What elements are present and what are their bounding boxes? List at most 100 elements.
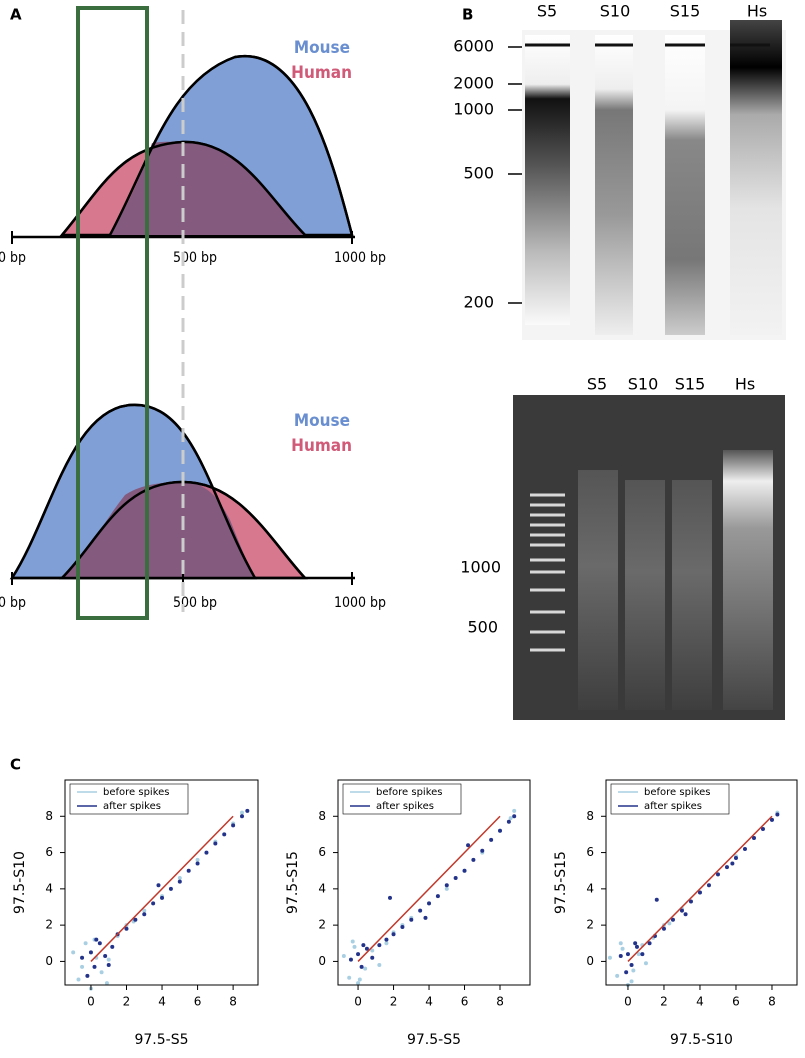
- point: [94, 937, 99, 942]
- legend-human: Human: [291, 436, 352, 456]
- panel-label: B: [462, 6, 473, 24]
- point: [760, 826, 765, 831]
- point: [222, 832, 227, 837]
- y-tick-label: 0: [318, 954, 326, 968]
- point: [80, 964, 85, 969]
- point: [103, 953, 108, 958]
- legend-label: after spikes: [644, 801, 702, 812]
- point: [618, 953, 623, 958]
- axis-label: 1000 bp: [334, 595, 386, 611]
- point: [361, 943, 366, 948]
- point: [195, 861, 200, 866]
- y-tick-label: 8: [318, 809, 326, 823]
- mouse-outline: [108, 54, 354, 236]
- point: [615, 973, 620, 978]
- point: [418, 908, 423, 913]
- lane-label: S5: [537, 2, 557, 21]
- legend-label: after spikes: [103, 801, 161, 812]
- point: [512, 808, 517, 813]
- y-tick-label: 8: [45, 809, 53, 823]
- point: [679, 908, 684, 913]
- point: [213, 841, 218, 846]
- x-tick-label: 4: [425, 995, 433, 1009]
- mouse-outline: [10, 403, 257, 579]
- point: [80, 955, 85, 960]
- point: [359, 964, 364, 969]
- point: [670, 917, 675, 922]
- lane-label: Hs: [747, 2, 767, 21]
- point: [607, 955, 612, 960]
- y-tick-label: 4: [318, 881, 326, 895]
- point: [444, 886, 449, 891]
- point: [730, 861, 735, 866]
- point: [423, 915, 428, 920]
- point: [624, 970, 629, 975]
- point: [177, 879, 182, 884]
- x-tick-label: 6: [194, 995, 202, 1009]
- point: [356, 981, 361, 986]
- point: [76, 977, 81, 982]
- x-tick-label: 2: [390, 995, 398, 1009]
- axis-label: 500 bp: [173, 595, 217, 611]
- point: [97, 941, 102, 946]
- point: [160, 895, 165, 900]
- y-tick-label: 4: [45, 881, 53, 895]
- plot-frame: [64, 779, 259, 986]
- point: [195, 857, 200, 862]
- x-axis-title: 97.5-S10: [670, 1032, 733, 1048]
- point: [667, 921, 672, 926]
- panel-label: A: [10, 6, 22, 24]
- y-axis-title: 97.5-S15: [285, 851, 301, 914]
- point: [683, 912, 688, 917]
- point: [633, 941, 638, 946]
- point: [435, 894, 440, 899]
- point: [92, 964, 97, 969]
- size-label: 500: [467, 618, 498, 637]
- point: [620, 946, 625, 951]
- point: [661, 926, 666, 931]
- point: [466, 843, 471, 848]
- reference-line: [627, 815, 773, 962]
- point: [99, 970, 104, 975]
- point: [654, 897, 659, 902]
- point: [427, 901, 432, 906]
- lane-label: S5: [587, 375, 607, 394]
- point: [387, 895, 392, 900]
- x-tick-label: 0: [354, 995, 362, 1009]
- point: [364, 946, 369, 951]
- point: [506, 819, 511, 824]
- lane: [625, 480, 665, 710]
- size-label: 2000: [453, 74, 494, 93]
- y-tick-label: 2: [318, 918, 326, 932]
- legend-label: before spikes: [376, 787, 443, 798]
- x-tick-label: 4: [696, 995, 704, 1009]
- y-axis-title: 97.5-S15: [553, 851, 569, 914]
- legend-box: [69, 783, 189, 815]
- y-tick-label: 4: [586, 881, 594, 895]
- point: [104, 981, 109, 986]
- schematic-top: 0 bp 500 bp 1000 bp Mouse Human: [0, 38, 386, 266]
- point: [498, 828, 503, 833]
- overlap: [62, 482, 255, 578]
- point: [640, 952, 645, 957]
- point: [377, 943, 382, 948]
- lane: [578, 470, 618, 710]
- point: [508, 816, 513, 821]
- axis-label: 1000 bp: [334, 250, 386, 266]
- lane: [723, 450, 773, 710]
- size-ticks: [508, 46, 522, 304]
- point: [634, 944, 639, 949]
- point: [245, 808, 250, 813]
- point: [110, 944, 115, 949]
- scatter-plot: 0 2 4 6 8 0 2 4 6 8 97.5-S5 97.5-S10 before spikes af…: [12, 779, 259, 1048]
- point: [706, 883, 711, 888]
- point: [356, 952, 361, 957]
- point: [357, 977, 362, 982]
- y-tick-label: 2: [586, 918, 594, 932]
- point: [177, 875, 182, 880]
- axis-label: 0 bp: [0, 595, 26, 611]
- point: [240, 814, 245, 819]
- capillary-gel: S5 S10 S15 Hs 6000 2000 1000 500 200: [453, 2, 786, 340]
- lane-label: S15: [670, 2, 701, 21]
- plot-frame: [605, 779, 798, 986]
